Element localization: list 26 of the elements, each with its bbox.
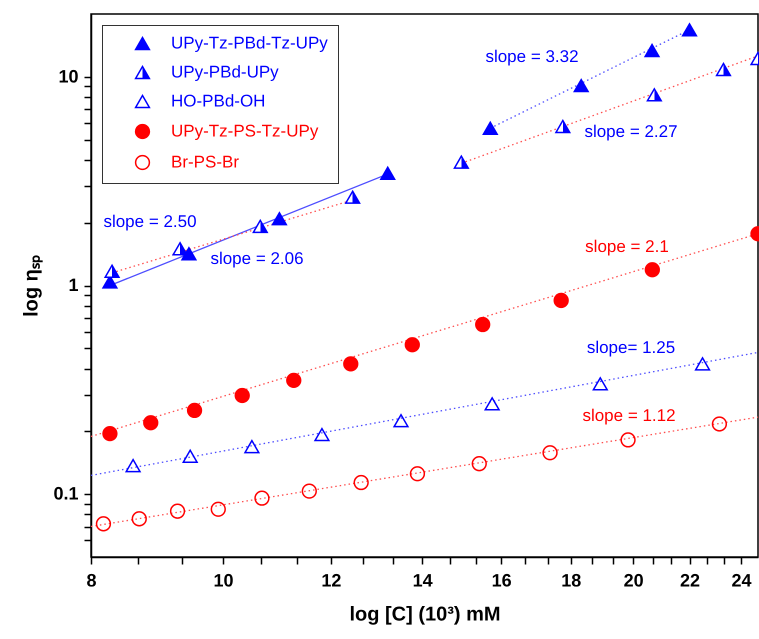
x-tick-label: 12 (321, 570, 342, 590)
y-axis-title: log ηₛₚ (20, 255, 44, 317)
x-tick-label: 10 (214, 570, 234, 590)
annotation: slope = 2.06 (210, 249, 304, 268)
annotation: slope = 2.27 (584, 122, 678, 141)
x-tick-label: 14 (412, 570, 433, 590)
y-tick-label: 1 (68, 275, 78, 295)
annotation: slope = 2.1 (585, 237, 669, 256)
x-tick-label: 22 (680, 570, 700, 590)
y-tick-label: 0.1 (53, 484, 78, 504)
annotation: slope = 1.12 (582, 406, 676, 425)
y-tick-label: 10 (58, 66, 78, 86)
x-tick-label: 16 (492, 570, 512, 590)
annotation: slope = 3.32 (485, 47, 579, 66)
legend-label: UPy-Tz-PBd-Tz-UPy (171, 34, 328, 52)
annotation: slope= 1.25 (586, 338, 676, 357)
annotation: slope = 2.50 (103, 212, 197, 231)
legend-label: UPy-Tz-PS-Tz-UPy (171, 122, 319, 140)
x-tick-label: 20 (624, 570, 644, 590)
x-axis-title: log [C] (10³) mM (349, 604, 501, 626)
x-tick-label: 24 (731, 570, 752, 590)
x-tick-label: 8 (86, 570, 97, 590)
legend-label: UPy-PBd-UPy (171, 62, 280, 82)
x-tick-label: 18 (561, 570, 582, 590)
legend-label: HO-PBd-OH (171, 92, 266, 110)
legend-label: Br-PS-Br (171, 152, 240, 172)
